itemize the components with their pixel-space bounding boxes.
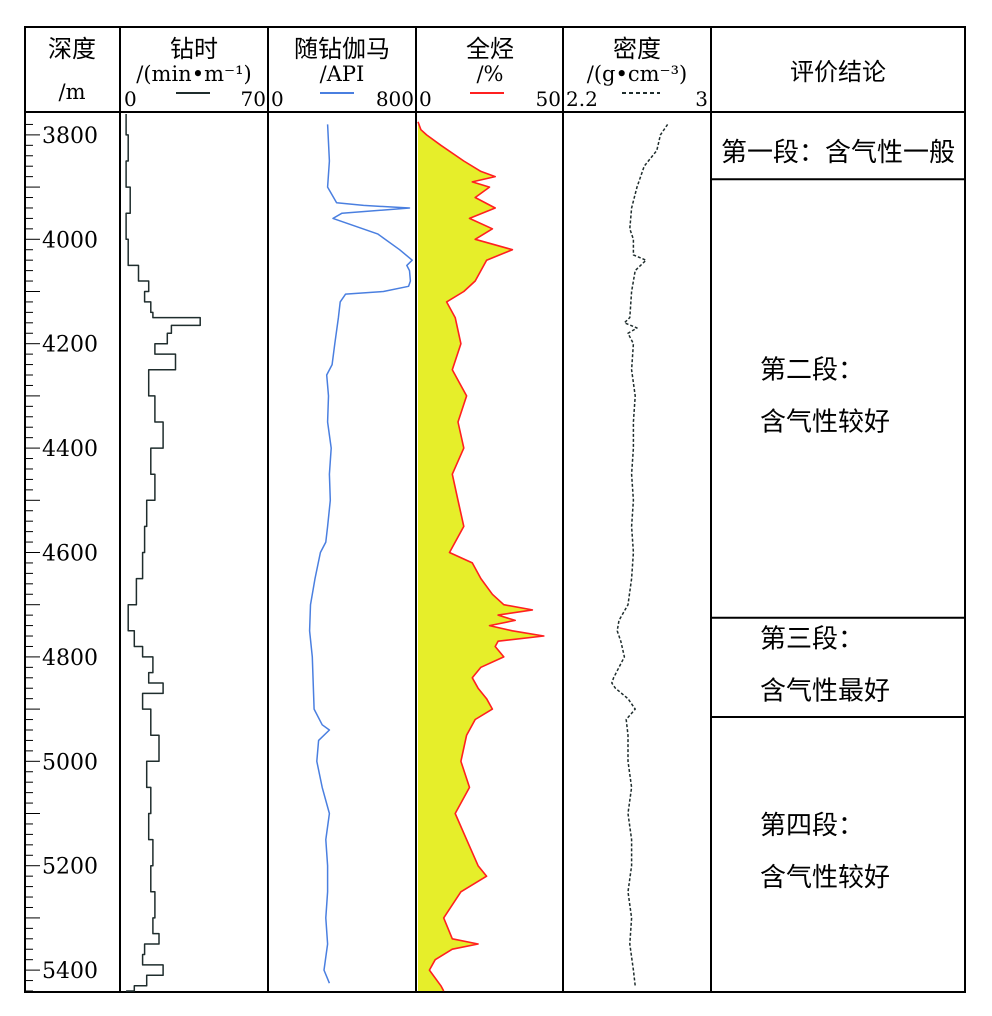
header-rop: 钻时 /(min•m⁻¹) 0 70 bbox=[124, 35, 266, 111]
density-track bbox=[611, 123, 669, 986]
depth-tick-label: 5200 bbox=[42, 855, 98, 880]
gamma-scale-max: 800 bbox=[376, 87, 414, 111]
gas-scale-min: 0 bbox=[419, 87, 432, 111]
gas-title: 全烃 bbox=[466, 35, 514, 63]
gamma-title: 随钻伽马 bbox=[294, 35, 390, 63]
depth-tick-label: 5400 bbox=[42, 959, 98, 984]
density-scale-min: 2.2 bbox=[566, 87, 598, 111]
depth-tick-label: 4200 bbox=[42, 333, 98, 358]
gas-area-fill bbox=[418, 121, 544, 992]
gas-track bbox=[417, 121, 545, 992]
depth-axis: 3800 4000 4200 4400 4600 4800 5000 5200 5400 bbox=[26, 124, 98, 992]
conclusion-segment-title: 第一段：含气性一般 bbox=[721, 138, 955, 168]
conclusion-segment-verdict: 含气性较好 bbox=[760, 863, 890, 893]
header-gas: 全烃 /% 0 50 bbox=[419, 35, 561, 111]
depth-title: 深度 bbox=[48, 35, 96, 63]
rop-scale-max: 70 bbox=[241, 87, 266, 111]
rop-unit: /(min•m⁻¹) bbox=[136, 62, 251, 86]
density-curve bbox=[611, 123, 669, 986]
gamma-track bbox=[308, 124, 413, 984]
density-unit: /(g•cm⁻³) bbox=[587, 62, 687, 86]
header-depth: 深度 /m bbox=[48, 35, 96, 104]
depth-unit: /m bbox=[59, 80, 86, 104]
conclusion-title: 评价结论 bbox=[790, 58, 886, 86]
rop-curve bbox=[125, 114, 201, 992]
rop-scale-min: 0 bbox=[124, 87, 137, 111]
conclusion-segment-verdict: 含气性较好 bbox=[760, 408, 890, 438]
density-scale-max: 3 bbox=[695, 87, 708, 111]
conclusion-segment-title: 第三段： bbox=[760, 624, 864, 654]
conclusion-segment-title: 第二段： bbox=[760, 356, 864, 386]
gas-unit: /% bbox=[476, 62, 503, 86]
chart-frame bbox=[24, 26, 966, 993]
gamma-unit: /API bbox=[320, 62, 365, 86]
rop-track bbox=[125, 114, 201, 992]
depth-tick-label: 5000 bbox=[42, 750, 98, 775]
depth-tick-label: 4400 bbox=[42, 437, 98, 462]
depth-tick-label: 3800 bbox=[42, 124, 98, 149]
conclusion-segment-verdict: 含气性最好 bbox=[760, 676, 890, 706]
gas-curve bbox=[417, 121, 545, 992]
depth-tick-label: 4800 bbox=[42, 646, 98, 671]
depth-tick-label: 4600 bbox=[42, 542, 98, 567]
conclusion-segment-title: 第四段： bbox=[760, 811, 864, 841]
density-title: 密度 bbox=[613, 35, 661, 63]
header-density: 密度 /(g•cm⁻³) 2.2 3 bbox=[566, 35, 708, 111]
depth-tick-label: 4000 bbox=[42, 228, 98, 253]
header-gamma: 随钻伽马 /API 0 800 bbox=[271, 35, 414, 111]
gamma-curve bbox=[308, 124, 413, 984]
gas-scale-max: 50 bbox=[536, 87, 561, 111]
gamma-scale-min: 0 bbox=[271, 87, 284, 111]
rop-title: 钻时 bbox=[170, 35, 218, 63]
